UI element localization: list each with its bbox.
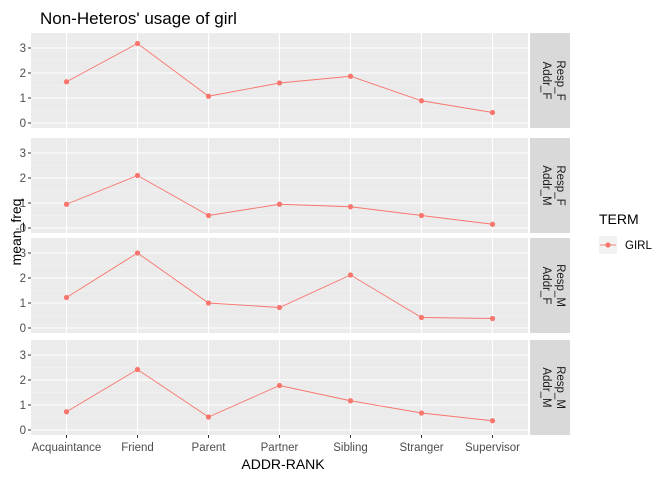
x-tick-label: Friend — [121, 442, 154, 454]
legend: TERM GIRL — [599, 211, 652, 254]
x-tick-label: Stranger — [399, 442, 443, 454]
data-point — [347, 398, 354, 404]
data-point — [347, 204, 354, 210]
legend-title: TERM — [599, 211, 639, 227]
x-tick-label: Parent — [192, 442, 227, 454]
data-point — [205, 93, 212, 99]
facet-strip — [530, 138, 570, 233]
facet-panels: 0123Resp_FAddr_F-0123Resp_FAddr_M0123Res… — [16, 33, 570, 454]
strip-label-bottom: Addr_M — [540, 165, 552, 205]
data-point — [489, 418, 496, 424]
y-tick-label: 3 — [20, 43, 26, 55]
data-point — [418, 410, 425, 416]
x-tick-label: Acquaintance — [32, 442, 102, 454]
data-point — [347, 73, 354, 79]
data-point — [276, 304, 283, 311]
data-point — [205, 212, 212, 219]
legend-key-point — [605, 242, 611, 248]
strip-label-top: Resp_F — [554, 60, 566, 100]
y-tick-label: 0 — [20, 118, 26, 130]
y-tick-label: 1 — [20, 198, 26, 210]
facet-strip — [530, 33, 570, 128]
x-tick-label: Partner — [261, 442, 299, 454]
y-tick-label: -0 — [16, 223, 26, 235]
data-point — [276, 80, 283, 86]
data-point — [418, 314, 425, 321]
y-tick-label: 0 — [20, 323, 26, 335]
strip-label-top: Resp_F — [554, 165, 566, 205]
facet-strip — [530, 340, 570, 435]
y-axis-title: mean_freq — [8, 199, 24, 266]
data-point — [63, 79, 70, 85]
y-tick-label: 2 — [20, 68, 26, 80]
data-point — [134, 172, 141, 179]
data-point — [63, 409, 70, 415]
y-tick-label: 0 — [20, 425, 26, 437]
strip-label-bottom: Addr_F — [540, 62, 552, 100]
data-point — [418, 98, 425, 104]
data-point — [63, 201, 70, 207]
x-tick-label: Sibling — [333, 442, 368, 454]
strip-label-top: Resp_M — [554, 366, 566, 409]
facet-strip — [530, 238, 570, 333]
data-point — [205, 414, 212, 420]
data-point — [134, 40, 141, 47]
data-point — [347, 272, 354, 278]
strip-label-bottom: Addr_M — [540, 367, 552, 407]
data-point — [205, 300, 212, 306]
y-tick-label: 3 — [20, 350, 26, 362]
chart-title: Non-Heteros' usage of girl — [40, 9, 237, 28]
data-point — [276, 382, 283, 389]
data-point — [489, 109, 496, 116]
strip-label-bottom: Addr_F — [540, 267, 552, 305]
data-point — [134, 366, 141, 373]
data-point — [134, 250, 141, 256]
y-tick-label: 2 — [20, 173, 26, 185]
data-point — [418, 212, 425, 219]
x-tick-label: Supervisor — [465, 442, 520, 454]
y-tick-label: 2 — [20, 375, 26, 387]
x-axis-title: ADDR-RANK — [241, 456, 325, 472]
y-tick-label: 1 — [20, 93, 26, 105]
y-tick-label: 1 — [20, 400, 26, 412]
data-point — [63, 294, 70, 301]
y-tick-label: 1 — [20, 298, 26, 310]
y-tick-label: 3 — [20, 148, 26, 160]
data-point — [489, 221, 496, 227]
data-point — [489, 315, 496, 322]
legend-label: GIRL — [625, 240, 652, 252]
data-point — [276, 201, 283, 207]
strip-label-top: Resp_M — [554, 264, 566, 307]
y-tick-label: 2 — [20, 273, 26, 285]
y-tick-label: 3 — [20, 248, 26, 260]
